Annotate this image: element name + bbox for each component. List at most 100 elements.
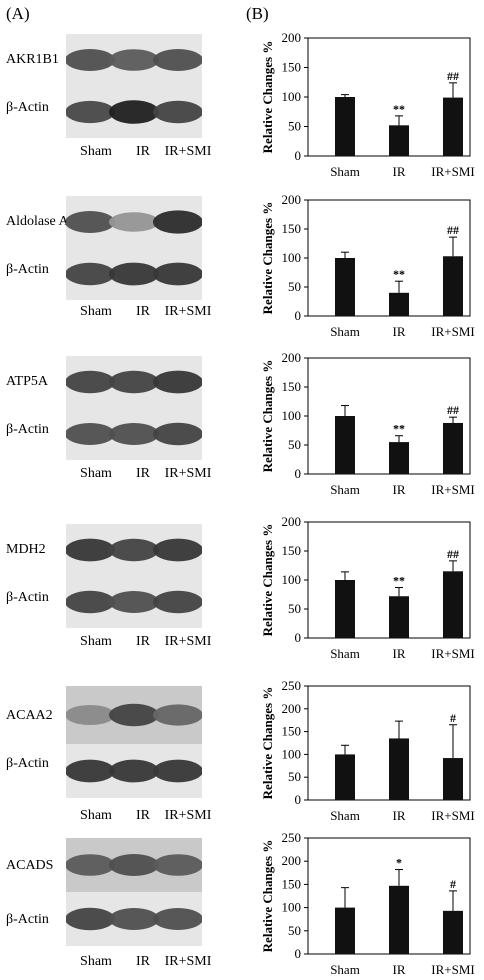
blot-band bbox=[65, 423, 115, 445]
blot-image-target bbox=[65, 356, 203, 408]
bar bbox=[443, 758, 463, 800]
blot-band-image bbox=[65, 248, 203, 300]
blot-band bbox=[65, 49, 115, 71]
control-label: β-Actin bbox=[6, 100, 49, 115]
lane-label-ir-smi: IR+SMI bbox=[164, 808, 212, 823]
blot-band bbox=[153, 908, 203, 930]
blot-band-image bbox=[65, 892, 203, 946]
blot-band-image bbox=[65, 524, 203, 576]
blot-band bbox=[109, 262, 159, 286]
y-tick-label: 150 bbox=[282, 221, 302, 236]
blot-image-target bbox=[65, 34, 203, 86]
lane-label-sham: Sham bbox=[80, 954, 112, 969]
control-label: β-Actin bbox=[6, 912, 49, 927]
lane-label-ir-smi: IR+SMI bbox=[164, 304, 212, 319]
x-category-label: IR+SMI bbox=[431, 808, 474, 823]
y-axis-title: Relative Changes % bbox=[260, 840, 275, 953]
y-tick-label: 0 bbox=[295, 308, 302, 323]
y-tick-label: 150 bbox=[282, 724, 302, 739]
blot-band bbox=[109, 538, 159, 562]
significance-marker: # bbox=[450, 711, 456, 725]
bar bbox=[443, 256, 463, 316]
x-category-label: IR+SMI bbox=[431, 164, 474, 179]
blot-image-control bbox=[65, 86, 203, 138]
blot-band bbox=[65, 590, 115, 614]
bar bbox=[443, 422, 463, 474]
significance-marker: ## bbox=[447, 69, 459, 83]
blot-band bbox=[109, 370, 159, 394]
blot-image-control bbox=[65, 408, 203, 460]
blot-band bbox=[153, 422, 203, 446]
blot-band bbox=[153, 759, 203, 783]
lane-label-ir-smi: IR+SMI bbox=[164, 634, 212, 649]
significance-marker: ** bbox=[393, 102, 405, 116]
significance-marker: ** bbox=[393, 574, 405, 588]
y-tick-label: 0 bbox=[295, 792, 302, 807]
y-tick-label: 0 bbox=[295, 148, 302, 163]
bar bbox=[335, 97, 355, 156]
y-tick-label: 100 bbox=[282, 89, 302, 104]
blot-band bbox=[65, 100, 115, 124]
y-tick-label: 250 bbox=[282, 678, 302, 693]
blot-band bbox=[153, 100, 203, 124]
significance-marker: ** bbox=[393, 422, 405, 436]
significance-marker: * bbox=[396, 856, 402, 870]
bar bbox=[389, 292, 409, 316]
y-tick-label: 150 bbox=[282, 379, 302, 394]
bar bbox=[389, 442, 409, 474]
y-tick-label: 150 bbox=[282, 60, 302, 75]
significance-marker: ** bbox=[393, 267, 405, 281]
lane-label-ir: IR bbox=[136, 466, 150, 481]
y-tick-label: 200 bbox=[282, 514, 302, 529]
bar bbox=[389, 596, 409, 638]
protein-label: MDH2 bbox=[6, 542, 46, 557]
blot-band-image bbox=[65, 408, 203, 460]
protein-label: ATP5A bbox=[6, 374, 49, 389]
blot-band-image bbox=[65, 196, 203, 248]
y-tick-label: 50 bbox=[288, 601, 301, 616]
blot-band bbox=[153, 210, 203, 234]
control-label: β-Actin bbox=[6, 756, 49, 771]
blot-band bbox=[153, 370, 203, 394]
lane-label-ir: IR bbox=[136, 634, 150, 649]
y-tick-label: 200 bbox=[282, 853, 302, 868]
significance-marker: ## bbox=[447, 403, 459, 417]
blot-image-control bbox=[65, 744, 203, 798]
y-axis-title: Relative Changes % bbox=[260, 360, 275, 473]
blot-band-image bbox=[65, 34, 203, 86]
lane-label-ir-smi: IR+SMI bbox=[164, 144, 212, 159]
bar bbox=[335, 258, 355, 316]
blot-band bbox=[109, 908, 159, 930]
bar bbox=[335, 580, 355, 638]
y-tick-label: 100 bbox=[282, 746, 302, 761]
x-category-label: IR bbox=[393, 324, 406, 339]
panel-b-label: (B) bbox=[246, 4, 269, 23]
blot-band-image bbox=[65, 744, 203, 798]
blot-band bbox=[65, 262, 115, 286]
blot-image-control bbox=[65, 576, 203, 628]
x-category-label: Sham bbox=[330, 808, 360, 823]
x-category-label: IR bbox=[393, 808, 406, 823]
significance-marker: # bbox=[450, 877, 456, 891]
significance-marker: ## bbox=[447, 547, 459, 561]
lane-label-sham: Sham bbox=[80, 304, 112, 319]
x-category-label: IR bbox=[393, 646, 406, 661]
x-category-label: IR+SMI bbox=[431, 646, 474, 661]
blot-band bbox=[109, 212, 159, 232]
y-axis-title: Relative Changes % bbox=[260, 687, 275, 800]
blot-band bbox=[109, 854, 159, 876]
y-tick-label: 50 bbox=[288, 923, 301, 938]
blot-band bbox=[65, 370, 115, 394]
significance-marker: ## bbox=[447, 223, 459, 237]
y-tick-label: 250 bbox=[282, 830, 302, 845]
blot-image-target bbox=[65, 838, 203, 892]
control-label: β-Actin bbox=[6, 262, 49, 277]
blot-image-target bbox=[65, 196, 203, 248]
bar bbox=[335, 754, 355, 800]
lane-label-ir: IR bbox=[136, 304, 150, 319]
blot-band-image bbox=[65, 86, 203, 138]
y-tick-label: 150 bbox=[282, 543, 302, 558]
y-tick-label: 100 bbox=[282, 572, 302, 587]
y-tick-label: 50 bbox=[288, 119, 301, 134]
